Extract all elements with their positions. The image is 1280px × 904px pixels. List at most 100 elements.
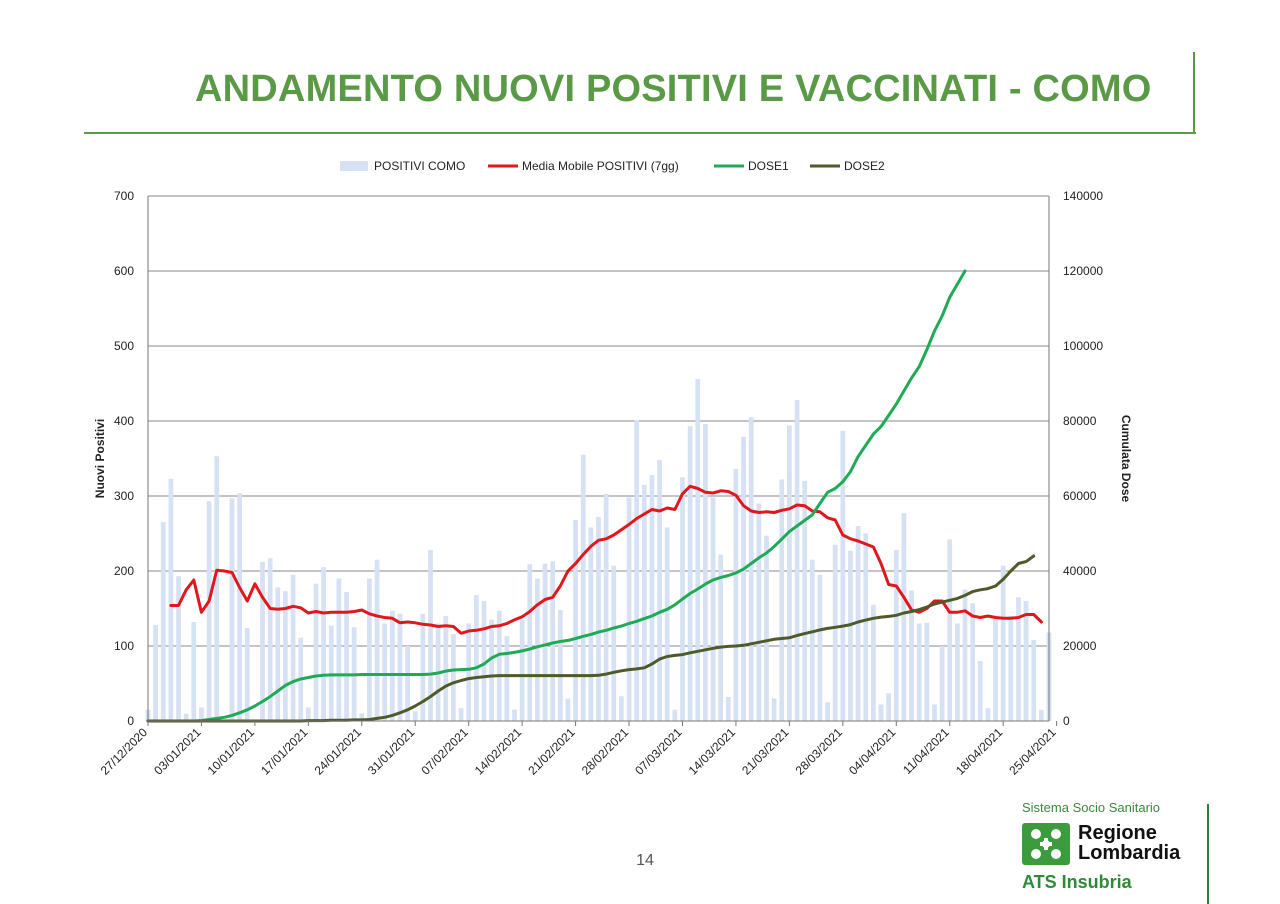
bar [321,567,326,721]
bar [787,425,792,721]
bar [817,574,823,721]
bar [1000,565,1006,721]
y2-tick-label: 20000 [1063,639,1097,653]
bar [328,625,334,721]
y2-axis-title: Cumulata Dose [1119,415,1133,503]
chart-legend: POSITIVI COMO Media Mobile POSITIVI (7gg)… [340,159,885,173]
bar [160,522,166,721]
bar [496,610,502,721]
y-tick-label: 300 [114,489,134,503]
bar [871,604,876,721]
bar [771,698,777,721]
x-tick-label: 10/01/2021 [205,725,258,778]
y-tick-label: 600 [114,264,134,278]
logo-name: Regione Lombardia [1078,822,1181,864]
bar [305,707,311,721]
y2-tick-label: 0 [1063,714,1070,728]
x-tick-label: 14/03/2021 [686,725,739,778]
page-number: 14 [636,852,654,869]
bar [924,622,930,721]
logo-side-rule [1207,804,1209,904]
bar [832,544,838,721]
bar [397,613,403,721]
bar [878,704,884,721]
slide-title: ANDAMENTO NUOVI POSITIVI E VACCINATI - C… [195,68,1152,110]
x-tick-label: 27/12/2020 [98,725,151,778]
legend-label: DOSE2 [844,159,885,173]
bar [466,623,472,721]
bar [825,702,830,721]
bar [420,613,426,721]
bar [550,561,556,721]
x-tick-label: 25/04/2021 [1006,725,1059,778]
bar [237,493,242,721]
bar [290,574,296,721]
x-tick-label: 03/01/2021 [151,725,204,778]
bar [626,497,632,721]
bar [794,400,800,721]
bar [809,559,815,721]
bar [649,475,655,721]
x-tick-label: 21/03/2021 [739,725,792,778]
bar-series-positivi [145,379,1052,721]
y-axis-title: Nuovi Positivi [93,419,107,498]
bar [779,479,785,721]
bar [275,587,281,721]
bar [985,708,991,721]
bar [176,576,181,721]
bar [970,603,976,721]
bar [641,484,647,721]
bar [748,417,754,721]
x-tick-label: 28/02/2021 [579,725,632,778]
bar [565,698,571,721]
bar [214,456,220,721]
bar [947,539,953,721]
bar [336,578,342,721]
x-tick-label: 14/02/2021 [472,725,525,778]
title-side-rule [1193,52,1195,134]
bar [412,711,418,721]
x-tick-label: 28/03/2021 [793,725,846,778]
bar [168,478,174,721]
bar [428,550,433,721]
bar [283,591,288,721]
bar [206,501,212,721]
bar [977,661,983,721]
bar [389,610,395,721]
bar [374,559,380,721]
bar [848,550,853,721]
bar [687,426,693,721]
x-tick-label: 31/01/2021 [365,725,418,778]
bar [596,517,601,721]
bar [557,610,563,721]
bar [993,618,998,721]
bar [481,601,487,721]
bar [344,592,349,721]
legend-label: POSITIVI COMO [374,159,465,173]
bar [725,697,731,721]
x-tick-label: 21/02/2021 [525,725,578,778]
bar [634,420,640,721]
bar [443,616,449,721]
bar [664,527,670,721]
bar [1023,601,1029,721]
bar [802,481,808,721]
y-tick-label: 200 [114,564,134,578]
bar [840,430,846,721]
lombardia-rose-icon [1022,823,1070,865]
bar [1038,709,1044,721]
bar [229,498,235,721]
bar [1016,597,1021,721]
bar [718,554,724,721]
x-tick-label: 24/01/2021 [312,725,365,778]
bar [619,696,624,721]
y-tick-label: 700 [114,189,134,203]
legend-label: Media Mobile POSITIVI (7gg) [522,159,679,173]
bar [244,628,250,721]
bar [458,708,464,721]
bar [756,503,762,721]
x-tick-label: 07/03/2021 [632,725,685,778]
bar [1031,640,1037,721]
bar [863,533,869,721]
y-tick-label: 0 [127,714,134,728]
